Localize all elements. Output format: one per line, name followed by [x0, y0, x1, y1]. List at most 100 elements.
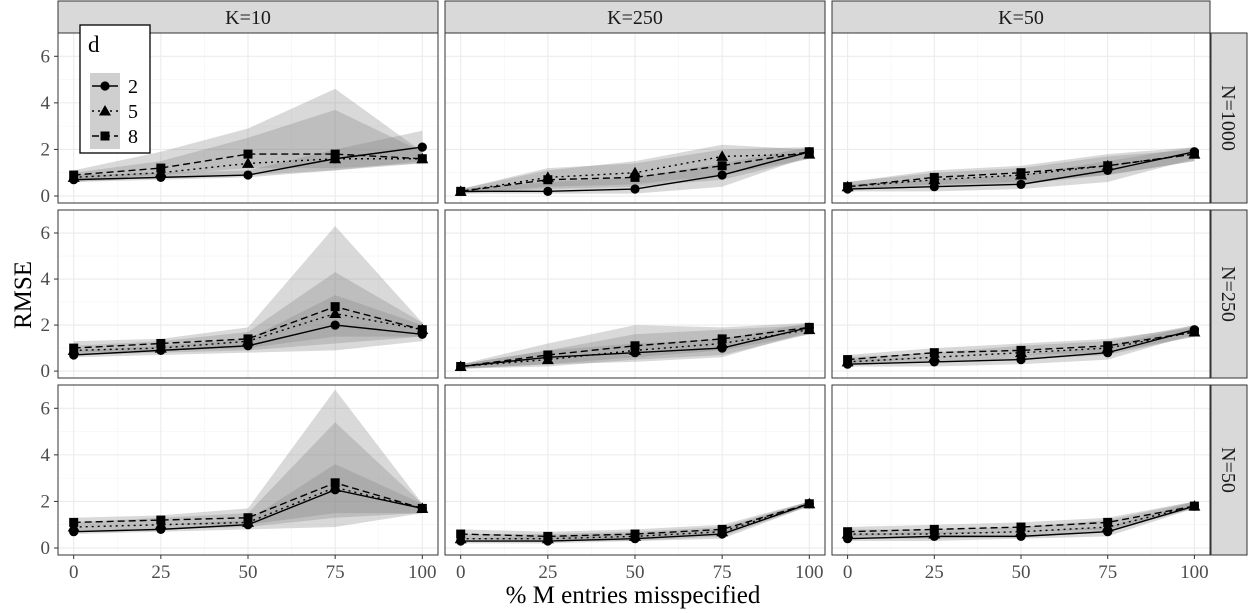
point-d8-x75 [330, 149, 340, 159]
x-tick-label: 25 [925, 562, 944, 583]
point-d8-x50 [630, 341, 640, 351]
y-tick-label: 4 [41, 445, 51, 466]
x-tick-label: 75 [1098, 562, 1117, 583]
row-strip-2 [1210, 384, 1248, 556]
facet-panels [57, 32, 1211, 556]
legend-key-marker-5 [99, 105, 111, 116]
line-d8 [73, 482, 423, 524]
y-tick-label: 4 [41, 269, 51, 290]
point-d8-x100 [417, 325, 427, 335]
point-d8-x25 [543, 175, 553, 185]
point-d2-x50 [630, 184, 640, 194]
y-tick-label: 6 [41, 398, 51, 419]
point-d8-x75 [1103, 517, 1113, 527]
point-d8-x25 [929, 172, 939, 182]
x-axis-title: % M entries misspecified [506, 582, 761, 609]
legend-label-5: 5 [128, 101, 138, 123]
point-d8-x100 [1189, 327, 1199, 337]
point-d8-x100 [804, 147, 814, 157]
point-d8-x50 [630, 529, 640, 539]
panel-border [57, 209, 439, 379]
panel-data-r2-c1 [454, 497, 816, 546]
y-tick-label: 4 [41, 93, 51, 114]
point-d2-x25 [543, 186, 553, 196]
point-d2-x25 [929, 182, 939, 192]
line-d8 [847, 505, 1195, 533]
row-strip-label-1: N=250 [1217, 266, 1239, 322]
x-tick-label: 100 [1180, 562, 1209, 583]
y-tick-label: 2 [41, 139, 51, 160]
point-d8-x50 [630, 172, 640, 182]
x-tick-label: 0 [843, 562, 853, 583]
point-d8-x0 [843, 182, 853, 192]
panel-border [57, 32, 439, 204]
point-d8-x0 [69, 517, 79, 527]
panel-border [831, 209, 1211, 379]
point-d8-x50 [1016, 168, 1026, 178]
line-d8 [847, 331, 1195, 361]
x-tick-label: 50 [1012, 562, 1031, 583]
point-d8-x0 [69, 343, 79, 353]
point-d8-x75 [717, 334, 727, 344]
point-d5-x75 [329, 307, 342, 319]
point-d8-x100 [804, 499, 814, 509]
panel-border [444, 32, 826, 204]
point-d8-x25 [156, 515, 166, 525]
panel-data-r0-c0 [67, 88, 429, 185]
point-d8-x25 [543, 350, 553, 360]
x-tick-label: 100 [795, 562, 824, 583]
row-strip-label-2: N=50 [1217, 447, 1239, 493]
y-tick-label: 2 [41, 315, 51, 336]
y-tick-label: 0 [41, 361, 51, 382]
legend-label-8: 8 [128, 126, 138, 148]
point-d8-x50 [243, 513, 253, 523]
point-d2-x50 [1016, 354, 1026, 365]
point-d8-x75 [1103, 161, 1113, 171]
line-d5 [847, 505, 1195, 535]
line-d8 [460, 503, 810, 538]
panel-data-r0-c1 [454, 144, 816, 196]
legend-key-marker-2 [100, 81, 110, 91]
line-d8 [847, 153, 1195, 188]
point-d8-x25 [156, 338, 166, 348]
point-d8-x50 [1016, 345, 1026, 355]
point-d8-x25 [929, 348, 939, 358]
point-d8-x75 [330, 478, 340, 488]
point-d8-x100 [1189, 501, 1199, 511]
point-d2-x50 [243, 170, 253, 180]
point-d5-x50 [242, 157, 254, 168]
panel-data-r2-c2 [841, 500, 1201, 544]
point-d8-x0 [69, 170, 79, 180]
point-d8-x25 [156, 163, 166, 173]
point-d8-x0 [456, 186, 466, 196]
point-d2-x75 [330, 320, 340, 330]
legend-label-2: 2 [128, 76, 138, 98]
point-d8-x25 [543, 531, 553, 541]
point-d8-x100 [417, 154, 427, 164]
ribbon-d5 [73, 272, 423, 355]
point-d8-x50 [1016, 522, 1026, 532]
panel-r2-c0 [58, 385, 438, 555]
point-d8-x100 [1189, 149, 1199, 159]
facet-strips: K=10 K=250 K=50 N=1000 N=250 N=50 [57, 0, 1248, 556]
panel-data-r1-c1 [454, 322, 816, 372]
col-strip-label-1: K=250 [607, 7, 663, 29]
point-d8-x100 [417, 503, 427, 513]
legend: d 2 5 8 [79, 24, 151, 154]
row-strip-1 [1210, 209, 1248, 379]
y-tick-label: 6 [41, 223, 51, 244]
x-tick-label: 75 [326, 562, 345, 583]
point-d8-x75 [1103, 341, 1113, 351]
x-tick-label: 75 [713, 562, 732, 583]
y-axis-title: RMSE [10, 261, 37, 329]
point-d8-x0 [456, 529, 466, 539]
line-d8 [460, 151, 810, 193]
y-tick-label: 6 [41, 46, 51, 67]
y-tick-label: 2 [41, 491, 51, 512]
col-strip-label-0: K=10 [225, 7, 271, 29]
point-d2-x75 [717, 170, 727, 180]
ribbon-d2 [73, 130, 423, 183]
point-d8-x0 [843, 355, 853, 365]
x-tick-label: 25 [538, 562, 557, 583]
